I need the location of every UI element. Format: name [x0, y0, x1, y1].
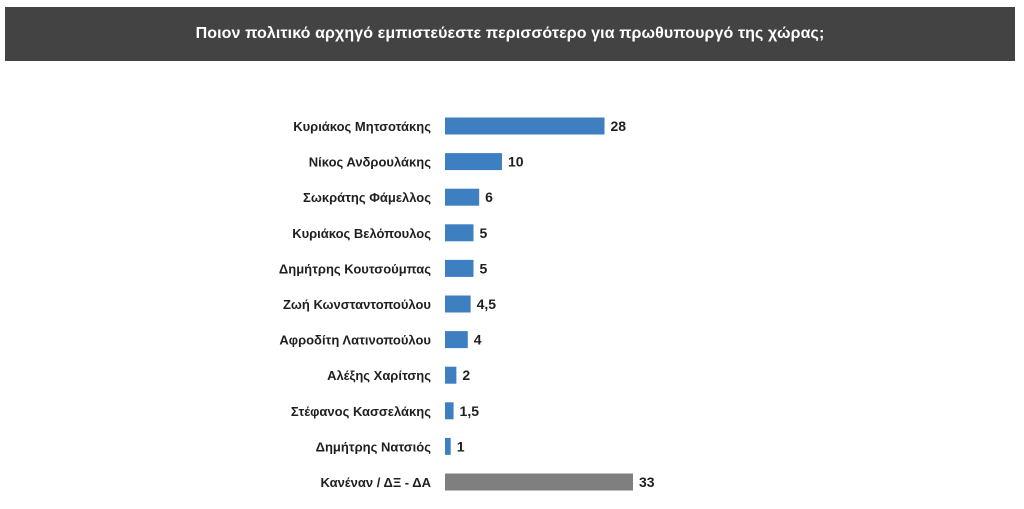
value-label: 10: [508, 154, 524, 170]
bar-3: [445, 224, 474, 242]
value-label: 5: [479, 225, 487, 241]
title-banner: Ποιον πολιτικό αρχηγό εμπιστεύεστε περισ…: [5, 7, 1015, 61]
category-label: Ζωή Κωνσταντοπούλου: [283, 297, 431, 312]
category-label: Κυριάκος Βελόπουλος: [292, 226, 431, 241]
bar-7: [445, 366, 457, 384]
category-label: Κυριάκος Μητσοτάκης: [293, 119, 431, 134]
value-label: 6: [485, 189, 493, 205]
bar-5: [445, 295, 471, 313]
category-label: Αλέξης Χαρίτσης: [327, 368, 431, 383]
category-label: Στέφανος Κασσελάκης: [291, 404, 431, 419]
category-label: Δημήτρης Νατσιός: [316, 439, 432, 454]
value-label: 28: [611, 118, 627, 134]
value-label: 4: [474, 332, 482, 348]
value-label: 33: [639, 474, 655, 490]
value-label: 1: [457, 438, 465, 454]
value-label: 5: [479, 260, 487, 276]
bar-4: [445, 259, 474, 277]
value-label: 2: [462, 367, 470, 383]
bar-0: [445, 117, 605, 135]
category-label: Κανέναν / ΔΞ - ΔΑ: [321, 475, 432, 490]
chart-title: Ποιον πολιτικό αρχηγό εμπιστεύεστε περισ…: [195, 25, 825, 42]
bar-8: [445, 402, 454, 420]
bar-2: [445, 188, 480, 206]
value-label: 4,5: [477, 296, 497, 312]
category-label: Σωκράτης Φάμελλος: [303, 190, 431, 205]
bar-1: [445, 153, 502, 171]
category-label: Δημήτρης Κουτσούμπας: [279, 261, 431, 276]
value-label: 1,5: [460, 403, 480, 419]
bar-10: [445, 473, 633, 491]
bar-6: [445, 331, 468, 349]
bar-9: [445, 437, 451, 455]
category-label: Νίκος Ανδρουλάκης: [309, 155, 431, 170]
category-label: Αφροδίτη Λατινοπούλου: [279, 333, 431, 348]
